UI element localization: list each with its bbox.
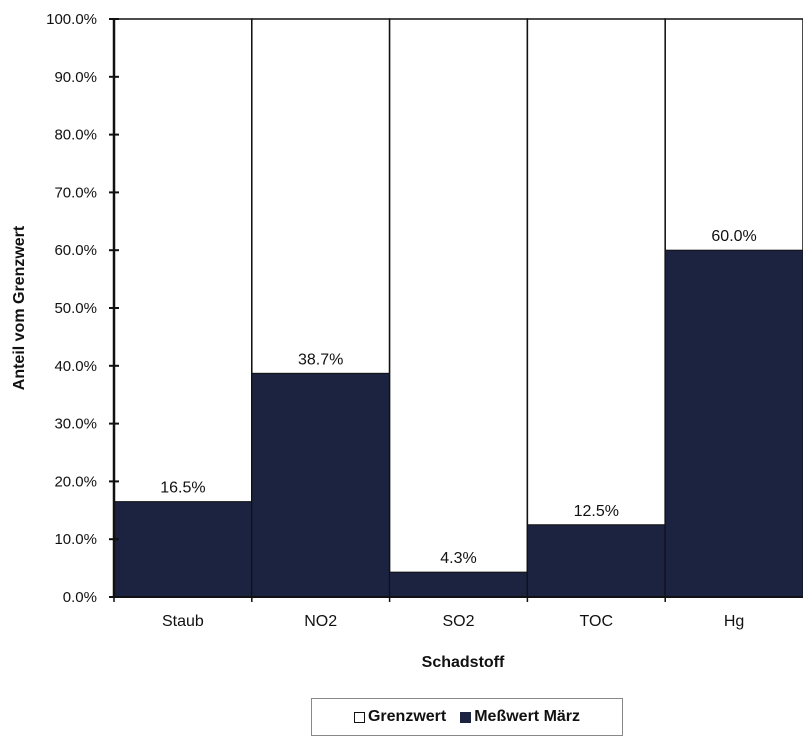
y-tick-label: 90.0%	[54, 69, 97, 86]
data-label: 16.5%	[160, 480, 205, 497]
data-label: 12.5%	[574, 503, 619, 520]
bar-limit	[526, 18, 666, 598]
y-tick-label: 50.0%	[54, 300, 97, 317]
legend-swatch-measured	[460, 711, 472, 723]
y-tick-label: 60.0%	[54, 242, 97, 259]
legend-label-measured: Meßwert März	[474, 708, 581, 725]
legend: Grenzwert Meßwert März	[311, 698, 623, 736]
bar-limit	[113, 18, 253, 598]
bar-limit	[388, 18, 529, 598]
x-tick-label: TOC	[580, 613, 613, 630]
bar-measured	[389, 571, 528, 598]
x-axis-title: Schadstoff	[422, 654, 505, 671]
legend-entry-measured: Meßwert März	[460, 708, 580, 726]
data-label: 38.7%	[298, 351, 343, 368]
x-tick-label: SO2	[442, 613, 474, 630]
legend-swatch-limit	[353, 711, 365, 723]
y-axis-title: Anteil vom Grenzwert	[11, 225, 28, 390]
y-tick-label: 70.0%	[54, 184, 97, 201]
axes-group	[109, 18, 803, 602]
y-tick-label: 30.0%	[54, 416, 97, 433]
x-tick-label: Hg	[724, 613, 744, 630]
y-tick-label: 10.0%	[54, 531, 97, 548]
bars-group	[113, 18, 803, 598]
y-tick-label: 40.0%	[54, 358, 97, 375]
y-tick-label: 100.0%	[46, 11, 97, 28]
y-tick-label: 80.0%	[54, 127, 97, 144]
bar-measured	[251, 372, 391, 598]
bar-measured	[113, 501, 253, 598]
legend-label-limit: Grenzwert	[367, 708, 447, 725]
data-label: 4.3%	[440, 550, 476, 567]
labels-group: 16.5% Staub 38.7% NO2 4.3% SO2 12.5% TOC 60.0% Hg…	[46, 11, 757, 630]
bar-chart: 16.5% Staub 38.7% NO2 4.3% SO2 12.5% TOC 60.0% Hg…	[11, 11, 803, 671]
bar-measured	[664, 249, 803, 598]
y-tick-label: 0.0%	[63, 589, 97, 606]
data-label: 60.0%	[711, 228, 756, 245]
bar-measured	[526, 524, 666, 598]
legend-entry-limit: Grenzwert	[353, 708, 447, 726]
x-tick-label: Staub	[162, 613, 204, 630]
x-tick-label: NO2	[304, 613, 337, 630]
y-tick-label: 20.0%	[54, 473, 97, 490]
